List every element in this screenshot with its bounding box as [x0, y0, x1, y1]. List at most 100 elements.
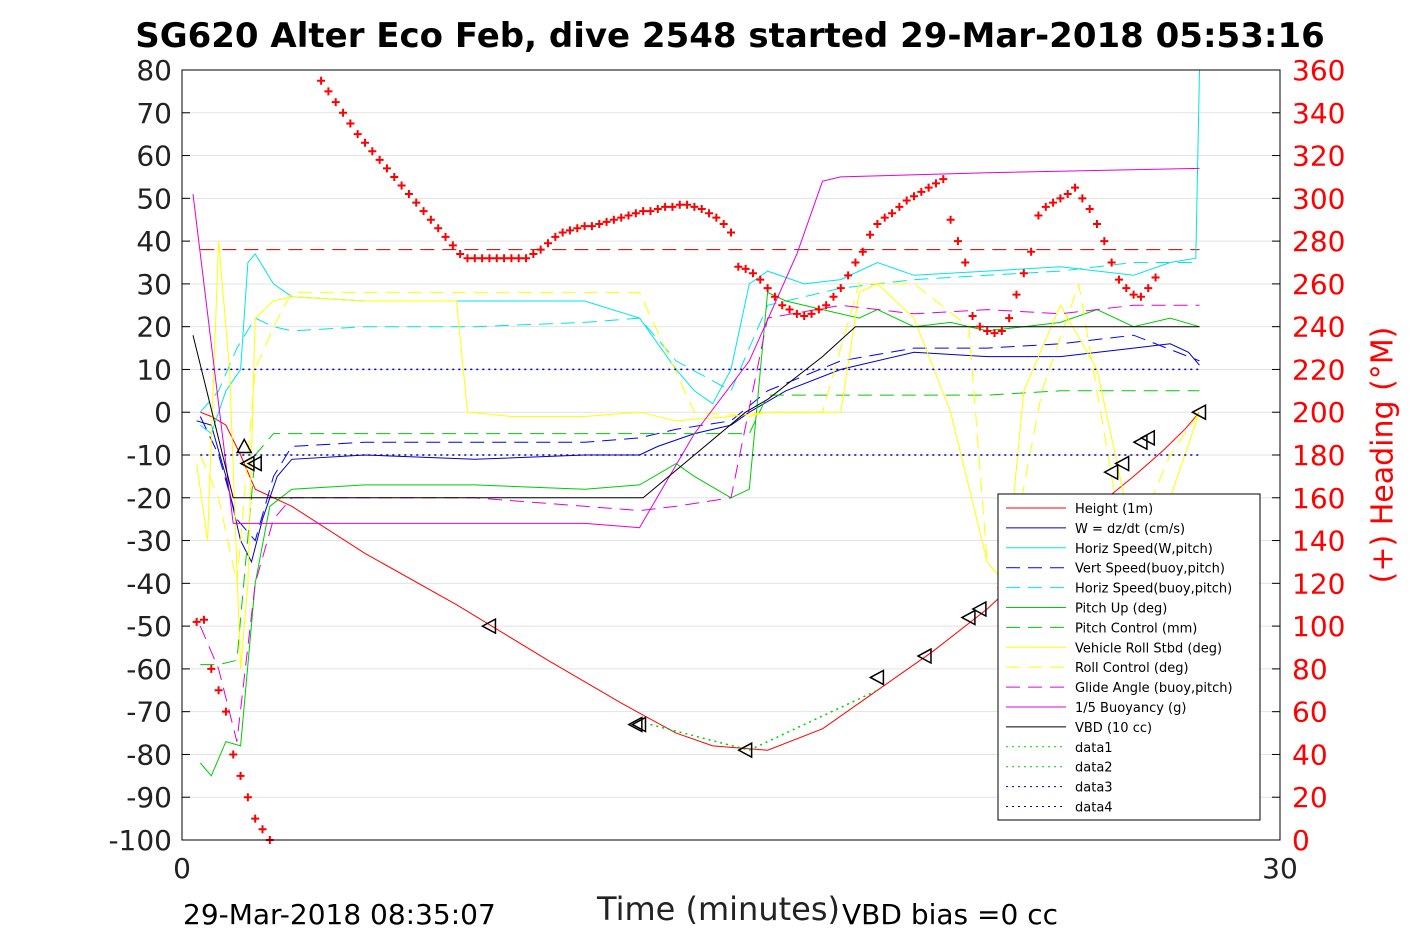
legend-label: data4 [1075, 801, 1113, 816]
triangle-marker [971, 600, 987, 618]
heading-marker [778, 301, 787, 310]
heading-marker [953, 237, 962, 246]
x-tick-label: 30 [1262, 852, 1298, 885]
legend: Height (1m) W = dz/dt (cm/s) Horiz Speed(W… [997, 493, 1261, 821]
heading-marker [668, 202, 677, 211]
y-tick-label-left: 80 [136, 54, 172, 87]
y-tick-label-right: 20 [1292, 781, 1328, 814]
y-tick-label-left: -80 [126, 738, 172, 771]
heading-marker [946, 215, 955, 224]
series-line [748, 689, 878, 751]
heading-marker [910, 192, 918, 201]
heading-marker [1129, 290, 1138, 299]
triangle-marker [1103, 463, 1119, 481]
heading-marker [639, 207, 648, 216]
heading-marker [448, 241, 457, 250]
y-tick-label-left: -100 [108, 824, 172, 857]
y-tick-label-left: -50 [126, 610, 172, 643]
heading-marker [456, 249, 465, 258]
y-tick-label-right: 140 [1292, 525, 1345, 558]
legend-label: Vehicle Roll Stbd (deg) [1075, 641, 1222, 656]
legend-label: Vert Speed(buoy,pitch) [1075, 562, 1225, 577]
y-tick-label-right: 60 [1292, 696, 1328, 729]
triangle-marker [1114, 455, 1130, 472]
series-line [650, 723, 750, 751]
heading-marker [1093, 220, 1101, 228]
y-tick-label-left: -90 [126, 781, 172, 814]
heading-marker [683, 200, 692, 209]
heading-marker [441, 232, 450, 241]
heading-marker [500, 254, 509, 263]
series-line [192, 326, 1200, 499]
legend-label: W = dz/dt (cm/s) [1075, 522, 1185, 537]
heading-marker [382, 164, 391, 173]
heading-marker [880, 213, 889, 222]
y-tick-label-right: 80 [1292, 653, 1328, 686]
heading-marker [609, 215, 618, 224]
heading-marker [748, 269, 757, 278]
heading-marker [470, 254, 479, 263]
series-line [192, 167, 1200, 529]
heading-marker [1151, 273, 1160, 282]
y-tick-label-left: 70 [136, 97, 172, 130]
heading-marker [968, 311, 977, 320]
legend-label: Horiz Speed(W,pitch) [1075, 542, 1213, 557]
heading-marker [331, 98, 340, 107]
heading-marker [631, 209, 640, 218]
heading-marker [844, 271, 853, 280]
heading-marker [522, 254, 531, 263]
series-line [199, 334, 1200, 542]
heading-marker [990, 329, 999, 338]
heading-marker [888, 209, 897, 218]
heading-marker [727, 228, 735, 237]
heading-marker [214, 686, 223, 695]
series-line [199, 262, 1200, 413]
heading-marker [705, 209, 714, 218]
heading-marker [346, 119, 355, 128]
triangle-marker [239, 455, 255, 472]
y-tick-label-right: 320 [1292, 140, 1345, 173]
heading-marker [866, 230, 875, 239]
heading-marker [895, 202, 904, 211]
heading-marker [595, 220, 604, 228]
chart-title: SG620 Alter Eco Feb, dive 2548 started 2… [135, 16, 1325, 56]
heading-marker [1107, 258, 1116, 267]
heading-marker [1034, 211, 1043, 220]
heading-marker [1136, 292, 1145, 301]
heading-marker [463, 254, 472, 263]
heading-marker [507, 254, 516, 263]
heading-marker [251, 814, 260, 823]
series-line [199, 283, 1200, 585]
heading-marker [1085, 205, 1094, 214]
y-tick-label-right: 340 [1292, 97, 1345, 130]
series-line [199, 304, 1200, 742]
triangle-marker [1139, 429, 1155, 447]
x-axis-label: Time (minutes) [597, 890, 840, 928]
heading-marker [1100, 237, 1109, 246]
heading-marker [339, 108, 348, 117]
heading-marker [317, 76, 326, 85]
y-tick-label-right: 280 [1292, 225, 1345, 258]
triangle-marker [916, 647, 932, 665]
heading-marker [544, 239, 552, 248]
heading-marker [983, 326, 992, 335]
y-tick-label-left: -40 [126, 567, 172, 600]
heading-markers [193, 77, 1160, 844]
heading-marker [1144, 284, 1153, 293]
heading-marker [229, 750, 238, 759]
heading-marker [734, 262, 743, 271]
heading-marker [361, 138, 369, 147]
y-tick-label-right: 0 [1292, 824, 1310, 857]
heading-marker [529, 249, 538, 258]
heading-marker [785, 305, 794, 314]
heading-marker [1063, 190, 1072, 199]
heading-marker [1049, 198, 1058, 207]
footer-vbd-bias: VBD bias =0 cc [842, 898, 1058, 931]
heading-marker [661, 202, 670, 211]
heading-marker [822, 301, 831, 310]
legend-box [997, 493, 1261, 821]
heading-marker [617, 213, 626, 222]
right-axis-label: (+) Heading (°M) [1365, 326, 1401, 584]
heading-marker [551, 232, 560, 241]
